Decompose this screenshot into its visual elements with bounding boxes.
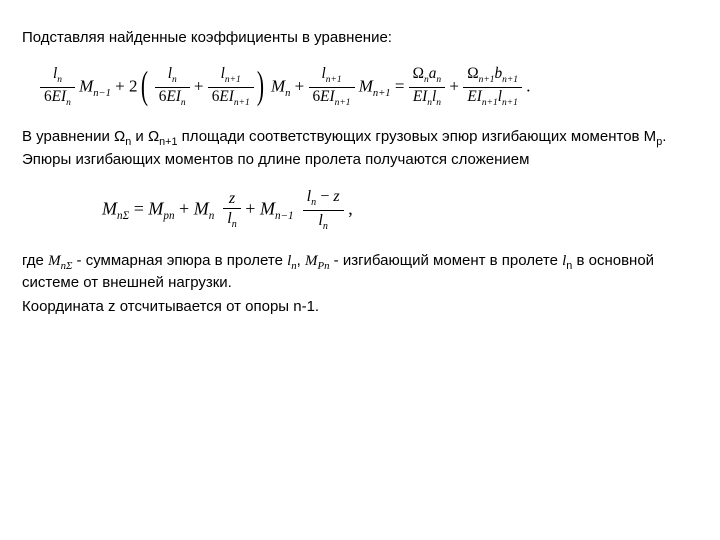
intro-paragraph: Подставляя найденные коэффициенты в урав…: [22, 28, 698, 48]
frac-4: ln+1 6EIn+1: [309, 66, 355, 109]
frac-5: Ωnan EInln: [409, 66, 446, 109]
frac-6: Ωn+1bn+1 EIn+1ln+1: [463, 66, 522, 109]
paragraph-2: В уравнении Ωn и Ωn+1 площади соответств…: [22, 127, 698, 170]
frac-2: ln 6EIn: [155, 66, 190, 109]
frac-3: ln+1 6EIn+1: [208, 66, 254, 109]
paragraph-3: где MnΣ - суммарная эпюра в пролете ln, …: [22, 251, 698, 294]
paragraph-4: Координата z отсчитывается от опоры n-1.: [22, 297, 698, 317]
frac-e2-2: ln − z ln: [303, 188, 344, 233]
frac-1: ln 6EIn: [40, 66, 75, 109]
frac-e2-1: z ln: [223, 190, 241, 231]
equation-1: ln 6EIn Mn−1 + 2( ln 6EIn + ln+1 6EIn+1 …: [22, 52, 698, 127]
equation-2: MnΣ = Mpn + Mn z ln + Mn−1 ln − z ln ,: [22, 174, 698, 251]
